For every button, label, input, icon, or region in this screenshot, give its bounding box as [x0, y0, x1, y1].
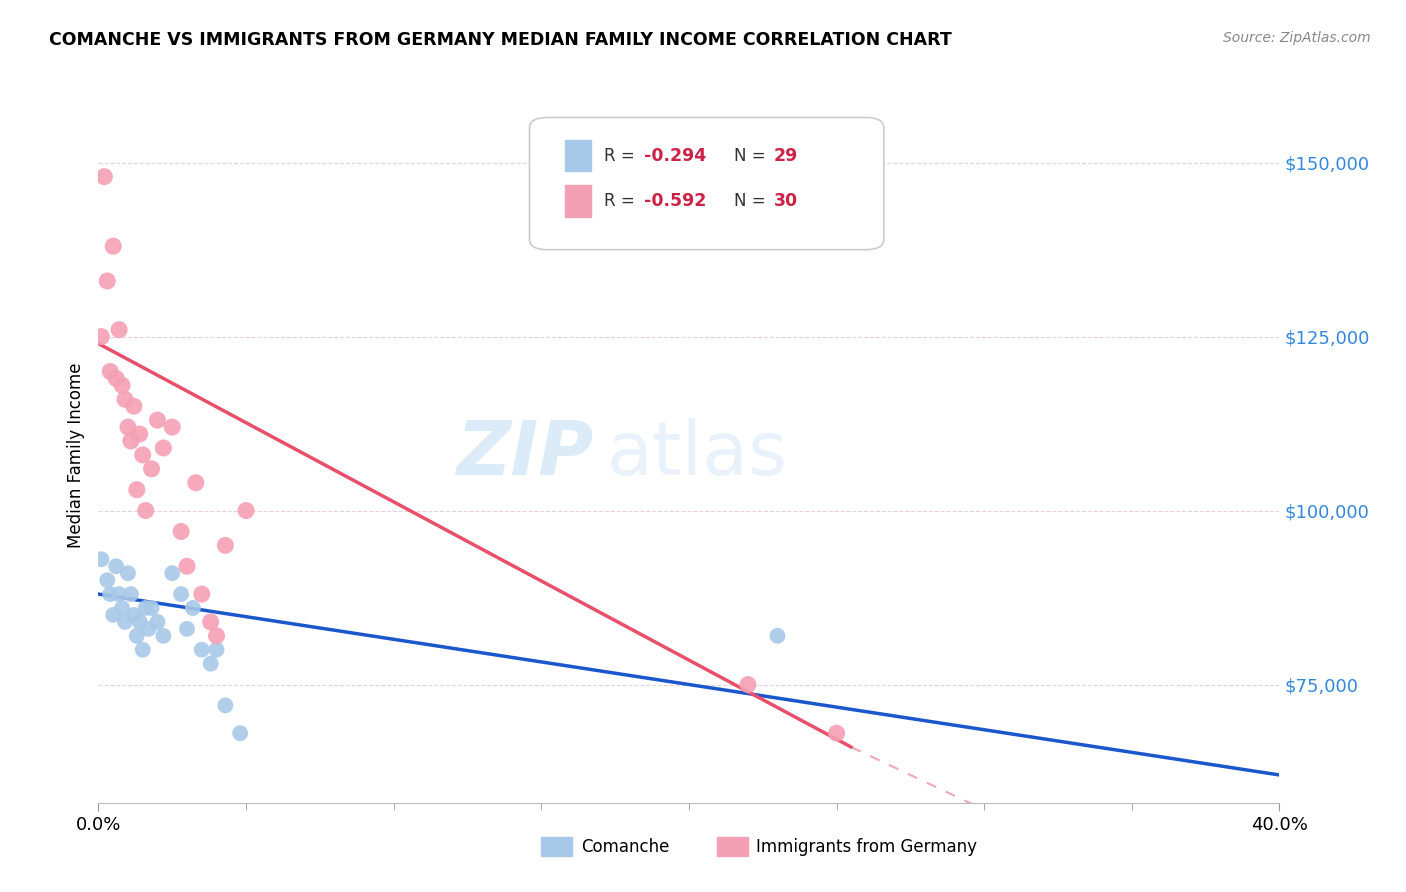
Text: R =: R =	[605, 192, 640, 210]
Point	[138, 622, 160, 636]
Point	[229, 726, 252, 740]
Point	[128, 427, 150, 442]
Point	[184, 475, 207, 490]
Point	[214, 538, 236, 552]
Point	[132, 642, 155, 657]
Point	[122, 607, 145, 622]
Text: COMANCHE VS IMMIGRANTS FROM GERMANY MEDIAN FAMILY INCOME CORRELATION CHART: COMANCHE VS IMMIGRANTS FROM GERMANY MEDI…	[49, 31, 952, 49]
Point	[114, 615, 136, 629]
Point	[90, 552, 112, 566]
Point	[111, 601, 134, 615]
Point	[105, 371, 128, 385]
Point	[205, 642, 228, 657]
Point	[176, 559, 198, 574]
Text: 30: 30	[773, 192, 799, 210]
Point	[108, 323, 131, 337]
Point	[176, 622, 198, 636]
Point	[108, 587, 131, 601]
Point	[737, 677, 759, 691]
Text: R =: R =	[605, 147, 640, 165]
Point	[125, 629, 148, 643]
Point	[96, 573, 118, 587]
Point	[117, 566, 139, 581]
Bar	[565, 140, 591, 171]
Point	[90, 329, 112, 343]
Text: Source: ZipAtlas.com: Source: ZipAtlas.com	[1223, 31, 1371, 45]
Point	[162, 420, 183, 434]
Point	[200, 657, 222, 671]
Text: ZIP: ZIP	[457, 418, 595, 491]
Point	[128, 615, 150, 629]
Point	[98, 587, 121, 601]
Point	[205, 629, 228, 643]
Point	[162, 566, 183, 581]
Point	[152, 441, 174, 455]
Point	[235, 503, 257, 517]
Point	[135, 601, 157, 615]
Text: -0.592: -0.592	[644, 192, 706, 210]
Point	[141, 601, 163, 615]
Text: Immigrants from Germany: Immigrants from Germany	[756, 838, 977, 855]
Text: N =: N =	[734, 192, 770, 210]
Point	[93, 169, 115, 184]
Point	[135, 503, 157, 517]
Point	[200, 615, 222, 629]
Point	[105, 559, 128, 574]
Text: -0.294: -0.294	[644, 147, 706, 165]
Point	[120, 587, 142, 601]
Point	[170, 587, 193, 601]
Bar	[565, 186, 591, 217]
Point	[152, 629, 174, 643]
Point	[214, 698, 236, 713]
Point	[141, 462, 163, 476]
Point	[170, 524, 193, 539]
Point	[125, 483, 148, 497]
Point	[825, 726, 848, 740]
Text: 29: 29	[773, 147, 799, 165]
Point	[114, 392, 136, 407]
Point	[117, 420, 139, 434]
Point	[103, 239, 125, 253]
Point	[191, 642, 214, 657]
Point	[122, 399, 145, 413]
Point	[191, 587, 214, 601]
Y-axis label: Median Family Income: Median Family Income	[66, 362, 84, 548]
Point	[98, 364, 121, 378]
Point	[96, 274, 118, 288]
Text: N =: N =	[734, 147, 770, 165]
Point	[766, 629, 789, 643]
Point	[103, 607, 125, 622]
Point	[132, 448, 155, 462]
Point	[120, 434, 142, 448]
FancyBboxPatch shape	[530, 118, 884, 250]
Point	[146, 413, 169, 427]
Text: atlas: atlas	[606, 418, 787, 491]
Point	[111, 378, 134, 392]
Text: Comanche: Comanche	[581, 838, 669, 855]
Point	[146, 615, 169, 629]
Point	[181, 601, 204, 615]
